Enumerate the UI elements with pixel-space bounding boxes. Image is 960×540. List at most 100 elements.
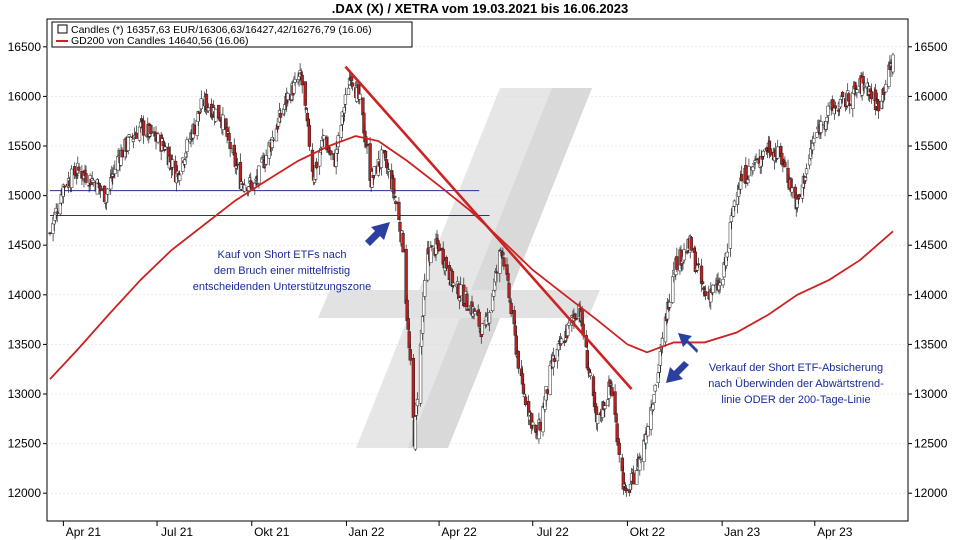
candle-body: [346, 87, 351, 95]
candle-body: [595, 414, 600, 424]
candle-body: [718, 282, 722, 286]
candle-body: [206, 107, 211, 112]
candle-body: [221, 114, 225, 130]
candle-body: [552, 358, 557, 362]
candle-body: [96, 182, 101, 185]
candle-body: [451, 282, 456, 286]
candle-body: [325, 136, 329, 151]
candle-body: [588, 372, 593, 376]
y-tick-label-right: 14000: [914, 288, 948, 302]
candle-body: [746, 179, 750, 184]
candle-body: [621, 472, 625, 490]
annotation-sell-line-1: Verkauf der Short ETF-Absicherung: [709, 362, 883, 374]
x-axis-ticks: Apr 21 Jul 21 Okt 21 Jan 22 Apr 22 Jul 22 Okt …: [62, 521, 853, 539]
candle-body: [704, 291, 708, 296]
candle-body: [407, 331, 411, 349]
candle-body: [574, 318, 578, 321]
candle-body: [796, 197, 800, 200]
candle-body: [804, 168, 809, 175]
arrow-icon-sell-bottom: [666, 361, 689, 383]
candle-body: [341, 115, 346, 117]
y-tick-label-left: 14000: [8, 288, 42, 302]
candle-body: [257, 165, 261, 184]
candle-body: [127, 134, 131, 137]
gd200-line: [49, 135, 894, 380]
candle-body: [314, 161, 319, 169]
candle-body: [512, 310, 516, 325]
candle-body: [501, 252, 505, 256]
candle-body: [729, 215, 734, 222]
candle-body: [819, 121, 823, 133]
candle-body: [725, 251, 729, 258]
candle-body: [826, 105, 830, 116]
candle-body: [631, 472, 636, 485]
candle-body: [506, 273, 510, 281]
chart-title: .DAX (X) / XETRA vom 19.03.2021 bis 16.0…: [331, 1, 629, 16]
candle-body: [156, 133, 160, 143]
candle-body: [408, 349, 412, 361]
candle-body: [667, 301, 672, 308]
candle-body: [393, 196, 397, 198]
candle-body: [693, 251, 698, 272]
candle-body: [620, 457, 624, 472]
x-tick-label: Okt 21: [254, 525, 290, 539]
candle-body: [635, 470, 639, 485]
candle-body: [682, 249, 686, 261]
candle-body: [473, 311, 477, 315]
candle-body: [260, 157, 264, 163]
candle-body: [384, 159, 389, 168]
annotation-buy: Kauf von Short ETFs nach dem Bruch einer…: [193, 249, 372, 293]
candle-body: [651, 404, 655, 410]
candle-body: [545, 389, 549, 394]
candle-body: [234, 165, 238, 169]
legend-entry-gd200: GD200 von Candles 14640,56 (16.06): [71, 35, 248, 47]
x-tick-label: Jul 22: [537, 525, 569, 539]
candle-body: [227, 133, 231, 141]
candle-body: [413, 416, 418, 450]
candle-body: [689, 237, 693, 251]
candles: [48, 52, 895, 497]
support-lines: [50, 190, 490, 216]
gd200-series: [49, 135, 894, 380]
candle-body: [383, 151, 388, 158]
candle-body: [521, 383, 526, 394]
candle-body: [170, 159, 175, 168]
candle-body: [214, 108, 218, 122]
downtrend-line: [344, 65, 633, 390]
candle-body: [181, 157, 185, 172]
candle-body: [394, 201, 398, 205]
candle-body: [263, 164, 267, 166]
candle-body: [178, 174, 182, 181]
candle-body: [498, 249, 502, 274]
candle-body: [184, 152, 188, 158]
candle-body: [861, 76, 865, 84]
candle-body: [567, 322, 571, 326]
candle-body: [869, 91, 874, 100]
candle-body: [652, 394, 656, 403]
x-tick-label: Jan 22: [348, 525, 384, 539]
candle-body: [815, 132, 819, 138]
y-tick-label-right: 13500: [914, 337, 948, 351]
watermark-logo: [318, 88, 600, 448]
candle-body: [622, 484, 627, 487]
x-tick-label: Jan 23: [724, 525, 760, 539]
candle-body: [358, 93, 362, 100]
candle-body: [891, 54, 895, 73]
candle-body: [261, 158, 265, 160]
candle-body: [685, 251, 689, 254]
candle-body: [320, 140, 324, 148]
candle-body: [541, 406, 545, 433]
candle-body: [610, 387, 614, 396]
candle-body: [120, 149, 124, 158]
candle-body: [296, 79, 300, 83]
candle-body: [851, 91, 855, 109]
candle-body: [768, 148, 773, 156]
candle-body: [429, 247, 433, 263]
candle-body: [131, 138, 136, 142]
candle-body: [450, 271, 455, 287]
x-tick-label: Apr 21: [66, 525, 102, 539]
candle-body: [340, 111, 344, 125]
candle-body: [812, 138, 816, 144]
candle-body: [87, 184, 91, 187]
